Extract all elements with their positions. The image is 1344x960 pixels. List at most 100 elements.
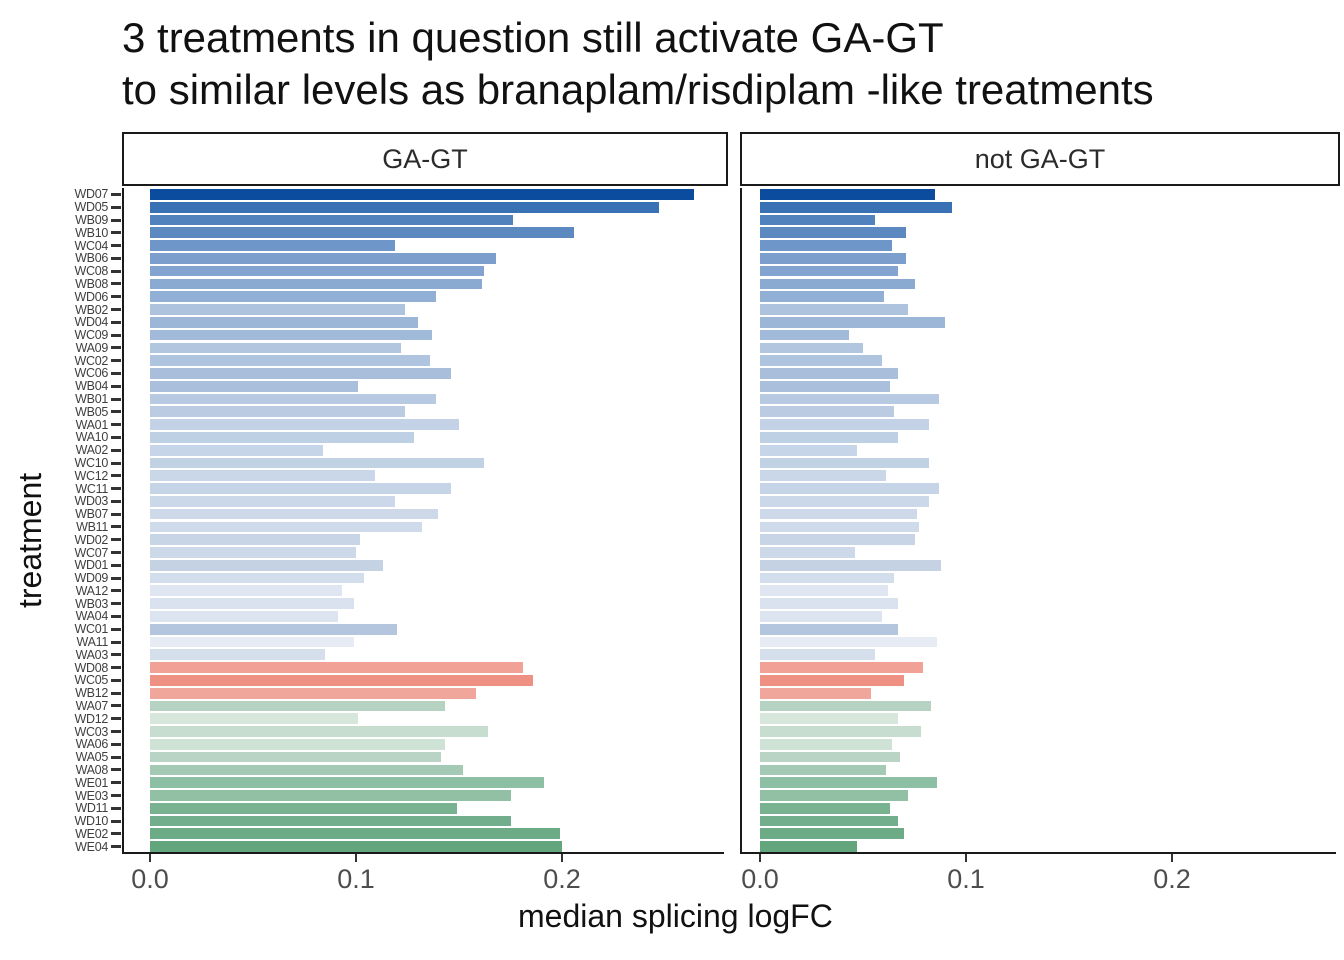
y-tick-mark bbox=[111, 678, 121, 682]
x-tick-label: 0.0 bbox=[131, 864, 169, 894]
bar bbox=[760, 457, 929, 469]
y-tick-mark bbox=[111, 282, 121, 286]
facet-strip-not-ga-gt-label: not GA-GT bbox=[974, 143, 1106, 174]
bar bbox=[760, 342, 863, 354]
bar bbox=[150, 265, 484, 277]
y-tick-label: WD09 bbox=[74, 571, 108, 585]
chart-title-line-2: to similar levels as branaplam/risdiplam… bbox=[122, 66, 1154, 113]
y-tick-label: WB03 bbox=[75, 596, 108, 611]
bar bbox=[760, 419, 929, 430]
y-tick-mark bbox=[111, 653, 121, 657]
bar bbox=[150, 598, 354, 609]
bar bbox=[760, 329, 849, 341]
bar bbox=[150, 675, 534, 686]
bar bbox=[760, 201, 952, 213]
bar bbox=[760, 777, 938, 789]
y-tick-label: WC02 bbox=[74, 353, 108, 368]
y-tick-mark bbox=[111, 218, 121, 222]
y-tick-mark bbox=[111, 589, 121, 593]
bar bbox=[150, 802, 457, 814]
y-tick-mark bbox=[111, 742, 121, 746]
x-tick-label: 0.2 bbox=[1153, 864, 1191, 894]
y-tick-mark bbox=[111, 563, 121, 567]
bar bbox=[760, 483, 940, 494]
y-tick-label: WB05 bbox=[75, 404, 108, 419]
y-tick-label: WB07 bbox=[75, 507, 108, 522]
bar bbox=[150, 815, 511, 827]
y-tick-label: WD12 bbox=[74, 711, 108, 726]
x-axis-title: median splicing logFC bbox=[518, 898, 833, 934]
x-tick-mark bbox=[561, 854, 563, 862]
y-tick-label: WD07 bbox=[74, 187, 108, 202]
y-tick-mark bbox=[111, 794, 121, 797]
y-tick-mark bbox=[111, 640, 121, 644]
y-tick-mark bbox=[111, 614, 121, 618]
bar bbox=[760, 252, 907, 264]
y-tick-label: WA01 bbox=[75, 417, 109, 432]
bar bbox=[150, 227, 575, 239]
y-tick-mark bbox=[111, 755, 121, 759]
y-tick-label: WC01 bbox=[74, 622, 108, 637]
bar bbox=[150, 214, 513, 226]
bar bbox=[760, 662, 923, 673]
bar bbox=[760, 726, 921, 737]
y-tick-mark bbox=[111, 371, 121, 375]
y-tick-label: WC11 bbox=[75, 481, 108, 496]
y-tick-mark bbox=[111, 346, 121, 350]
x-tick-mark bbox=[149, 854, 151, 862]
bar bbox=[760, 406, 894, 418]
y-tick-mark bbox=[111, 244, 121, 247]
bar bbox=[760, 547, 855, 558]
y-tick-mark bbox=[111, 308, 121, 311]
bar bbox=[150, 764, 464, 776]
y-tick-label: WD01 bbox=[74, 558, 108, 573]
y-tick-label: WB08 bbox=[75, 276, 108, 291]
y-tick-label: WC04 bbox=[74, 238, 108, 253]
y-tick-mark bbox=[111, 691, 121, 695]
bar bbox=[150, 534, 361, 546]
bar bbox=[760, 687, 872, 699]
y-tick-label: WA02 bbox=[75, 443, 109, 458]
bar bbox=[760, 636, 938, 648]
y-tick-label: WC08 bbox=[74, 264, 108, 279]
y-tick-mark bbox=[111, 551, 121, 554]
y-tick-mark bbox=[111, 410, 121, 414]
bar bbox=[150, 777, 544, 789]
y-tick-label: WA09 bbox=[75, 340, 109, 355]
bar bbox=[760, 444, 857, 456]
y-tick-mark bbox=[111, 333, 121, 337]
y-tick-mark bbox=[111, 256, 121, 260]
y-tick-label: WA05 bbox=[75, 750, 109, 765]
y-tick-label: WA11 bbox=[76, 635, 109, 649]
y-tick-mark bbox=[111, 512, 121, 516]
y-tick-mark bbox=[111, 525, 121, 529]
y-tick-label: WD08 bbox=[74, 660, 108, 675]
y-tick-label: WE02 bbox=[75, 826, 108, 841]
y-tick-mark bbox=[111, 666, 121, 670]
y-tick-label: WC03 bbox=[74, 724, 108, 739]
bar bbox=[150, 636, 354, 648]
bar bbox=[760, 815, 898, 827]
y-tick-label: WD05 bbox=[74, 200, 108, 215]
bar bbox=[760, 240, 892, 251]
bar bbox=[760, 278, 915, 290]
bar bbox=[150, 790, 511, 801]
y-tick-label: WA10 bbox=[75, 430, 109, 445]
y-tick-mark bbox=[111, 845, 121, 849]
y-tick-mark bbox=[111, 359, 121, 363]
bar bbox=[150, 738, 445, 750]
y-tick-label: WB09 bbox=[75, 213, 108, 227]
bar bbox=[150, 508, 439, 520]
bar bbox=[150, 329, 433, 341]
y-tick-label: WD06 bbox=[74, 289, 108, 304]
bar bbox=[760, 623, 898, 635]
bar bbox=[760, 470, 886, 482]
x-tick-label: 0.0 bbox=[741, 864, 779, 894]
y-tick-label: WE04 bbox=[75, 839, 108, 854]
y-tick-mark bbox=[111, 538, 121, 542]
y-tick-mark bbox=[111, 384, 121, 388]
bar bbox=[150, 495, 396, 507]
y-tick-mark bbox=[111, 192, 121, 196]
bar bbox=[760, 304, 909, 315]
